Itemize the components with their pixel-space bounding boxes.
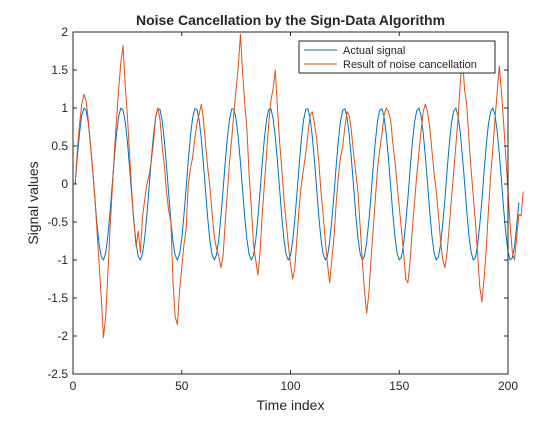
legend-label: Result of noise cancellation	[343, 59, 477, 71]
x-tick-label: 200	[498, 379, 518, 393]
y-tick-label: -2.5	[47, 367, 68, 381]
x-tick-label: 50	[175, 379, 189, 393]
legend-box	[298, 40, 496, 74]
x-axis-label: Time index	[257, 397, 325, 413]
plot-area	[73, 32, 508, 374]
y-tick-label: 0.5	[51, 139, 68, 153]
y-tick-label: 2	[61, 25, 68, 39]
x-tick-label: 150	[389, 379, 409, 393]
x-tick-label: 100	[280, 379, 300, 393]
y-tick-label: -0.5	[47, 215, 68, 229]
series-layer	[74, 33, 524, 339]
y-tick-label: 1.5	[51, 63, 68, 77]
legend-label: Actual signal	[343, 45, 405, 57]
axes-layer: 0 50 100 150 200 -2.5 -2 -1.5 -1 -0.5 0 0.5 1 1.5 2	[47, 25, 518, 393]
y-tick-label: 1	[61, 101, 68, 115]
chart-title: Noise Cancellation by the Sign-Data Algo…	[136, 12, 445, 28]
y-tick-label: -1.5	[47, 291, 68, 305]
y-axis-label: Signal values	[25, 161, 41, 244]
y-tick-label: -2	[57, 329, 68, 343]
series-line-1	[74, 107, 520, 261]
legend: Actual signal Result of noise cancellatio…	[298, 40, 496, 74]
series-line-2	[74, 33, 524, 339]
y-tick-label: -1	[57, 253, 68, 267]
x-tick-label: 0	[70, 379, 77, 393]
y-tick-label: 0	[61, 177, 68, 191]
